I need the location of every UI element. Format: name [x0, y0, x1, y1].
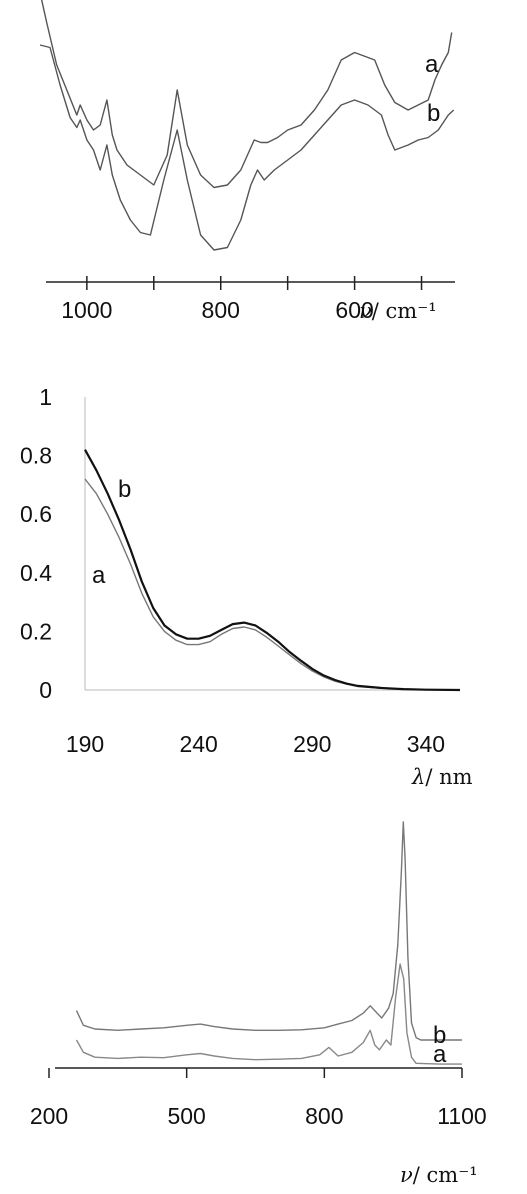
raman-series-a-label: a — [433, 1041, 447, 1068]
ir-series-b-label: b — [427, 100, 440, 127]
uv-y-tick-label-layer: 0 0.2 0.4 0.6 0.8 1 — [20, 384, 52, 703]
ir-x-tick-label: 1000 — [61, 297, 112, 323]
uv-x-tick-label: 290 — [293, 731, 331, 757]
uv-y-tick-label: 0.2 — [20, 618, 52, 644]
ir-x-tick-label: 800 — [202, 297, 240, 323]
uv-series-b-label: b — [118, 476, 131, 503]
uv-spectrum-panel: 00.20.40.60.81 190 240 290 340 ab λ/ nm — [20, 384, 473, 789]
uv-series-b-line — [84, 449, 461, 692]
uv-x-axis-title: λ/ nm — [411, 765, 473, 789]
raman-x-unit: / cm⁻¹ — [413, 1163, 478, 1187]
ir-tick-layer — [86, 276, 423, 290]
uv-y-tick-label: 0 — [39, 677, 52, 703]
raman-x-tick-label: 800 — [305, 1103, 343, 1129]
uv-x-tick-label: 340 — [407, 731, 445, 757]
raman-series-layer — [75, 821, 462, 1065]
uv-x-unit: / nm — [425, 765, 472, 789]
raman-x-axis-title: ν/ cm⁻¹ — [400, 1163, 478, 1187]
raman-series-b-label: b — [433, 1022, 446, 1049]
ir-x-symbol: ν — [359, 299, 372, 323]
uv-series-a-label: a — [92, 562, 106, 589]
uv-series-a-line — [84, 478, 461, 691]
uv-y-tick-label: 0.8 — [20, 443, 52, 469]
uv-y-tick-label: 1 — [39, 384, 52, 410]
uv-x-tick-label: 190 — [66, 731, 104, 757]
ir-series-label-layer: ab — [425, 51, 440, 127]
raman-series-a-line — [75, 963, 462, 1065]
ir-x-axis-title: ν/ cm⁻¹ — [359, 299, 437, 323]
raman-series-label-layer: ab — [433, 1022, 447, 1068]
raman-tick-label-layer: 200 500 800 1100 — [30, 1103, 487, 1129]
uv-x-tick-label: 240 — [179, 731, 217, 757]
ir-x-tick-label: 600 — [335, 297, 373, 323]
ir-x-unit: / cm⁻¹ — [372, 299, 437, 323]
uv-y-tick-label: 0.6 — [20, 501, 52, 527]
ir-series-layer — [39, 0, 455, 251]
uv-series-label-layer: ab — [92, 476, 131, 589]
raman-spectrum-panel: 200 500 800 1100 ab ν/ cm⁻¹ — [30, 821, 487, 1187]
raman-x-tick-label: 1100 — [437, 1103, 486, 1129]
raman-series-b-line — [75, 821, 462, 1041]
uv-series-layer — [84, 449, 461, 692]
ir-series-a-label: a — [425, 51, 439, 78]
ir-series-a-line — [40, 0, 453, 189]
ir-series-b-line — [39, 44, 455, 251]
raman-x-tick-label: 500 — [167, 1103, 205, 1129]
uv-x-tick-label-layer: 190 240 290 340 — [66, 731, 445, 757]
raman-x-symbol: ν — [400, 1163, 413, 1187]
raman-x-tick-label: 200 — [30, 1103, 68, 1129]
raman-tick-layer — [48, 1068, 463, 1078]
ir-tick-label-layer: 1000 800 600 — [61, 297, 374, 323]
uv-x-symbol: λ — [411, 765, 425, 789]
uv-y-tick-label: 0.4 — [20, 560, 52, 586]
ir-spectrum-panel: 1000 800 600 ab ν/ cm⁻¹ — [39, 0, 455, 323]
